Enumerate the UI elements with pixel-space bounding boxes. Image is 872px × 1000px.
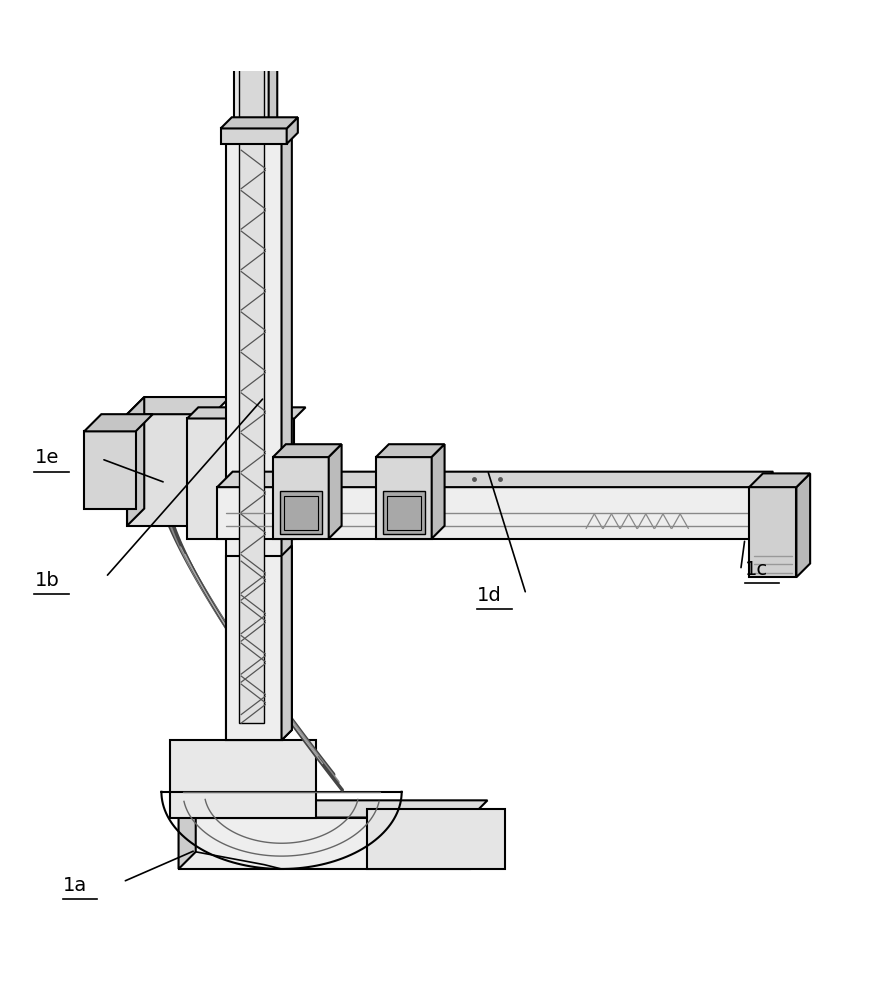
Bar <box>284 496 317 530</box>
Polygon shape <box>273 444 342 457</box>
Text: 1a: 1a <box>63 876 87 895</box>
Polygon shape <box>269 11 277 140</box>
Polygon shape <box>329 444 342 539</box>
Polygon shape <box>187 407 305 418</box>
Polygon shape <box>432 444 445 539</box>
Text: 1b: 1b <box>34 571 59 590</box>
Polygon shape <box>280 491 322 534</box>
Polygon shape <box>217 487 758 539</box>
Polygon shape <box>749 473 810 487</box>
Text: 1c: 1c <box>745 560 768 579</box>
Polygon shape <box>367 809 505 869</box>
Polygon shape <box>221 117 298 128</box>
Polygon shape <box>383 491 425 534</box>
Polygon shape <box>287 117 298 144</box>
Polygon shape <box>85 414 153 431</box>
Polygon shape <box>376 444 445 457</box>
Bar <box>240 24 263 135</box>
Polygon shape <box>235 11 277 19</box>
Polygon shape <box>127 414 213 526</box>
Bar <box>226 556 282 740</box>
Bar <box>221 128 287 144</box>
Polygon shape <box>217 472 773 487</box>
Polygon shape <box>796 473 810 577</box>
Polygon shape <box>282 545 292 740</box>
Polygon shape <box>127 397 230 414</box>
Polygon shape <box>127 397 144 526</box>
Polygon shape <box>179 818 470 869</box>
Polygon shape <box>170 740 316 818</box>
Polygon shape <box>179 800 487 818</box>
Bar <box>387 496 420 530</box>
Bar <box>235 19 269 140</box>
Text: 1e: 1e <box>34 448 58 467</box>
Polygon shape <box>273 457 329 539</box>
Polygon shape <box>376 457 432 539</box>
Polygon shape <box>282 129 292 740</box>
Polygon shape <box>187 418 295 539</box>
Polygon shape <box>226 129 292 140</box>
Polygon shape <box>179 800 195 869</box>
Bar <box>240 140 263 723</box>
Bar <box>226 140 282 740</box>
Polygon shape <box>749 487 796 577</box>
Text: 1d: 1d <box>477 586 502 605</box>
Polygon shape <box>85 431 136 509</box>
